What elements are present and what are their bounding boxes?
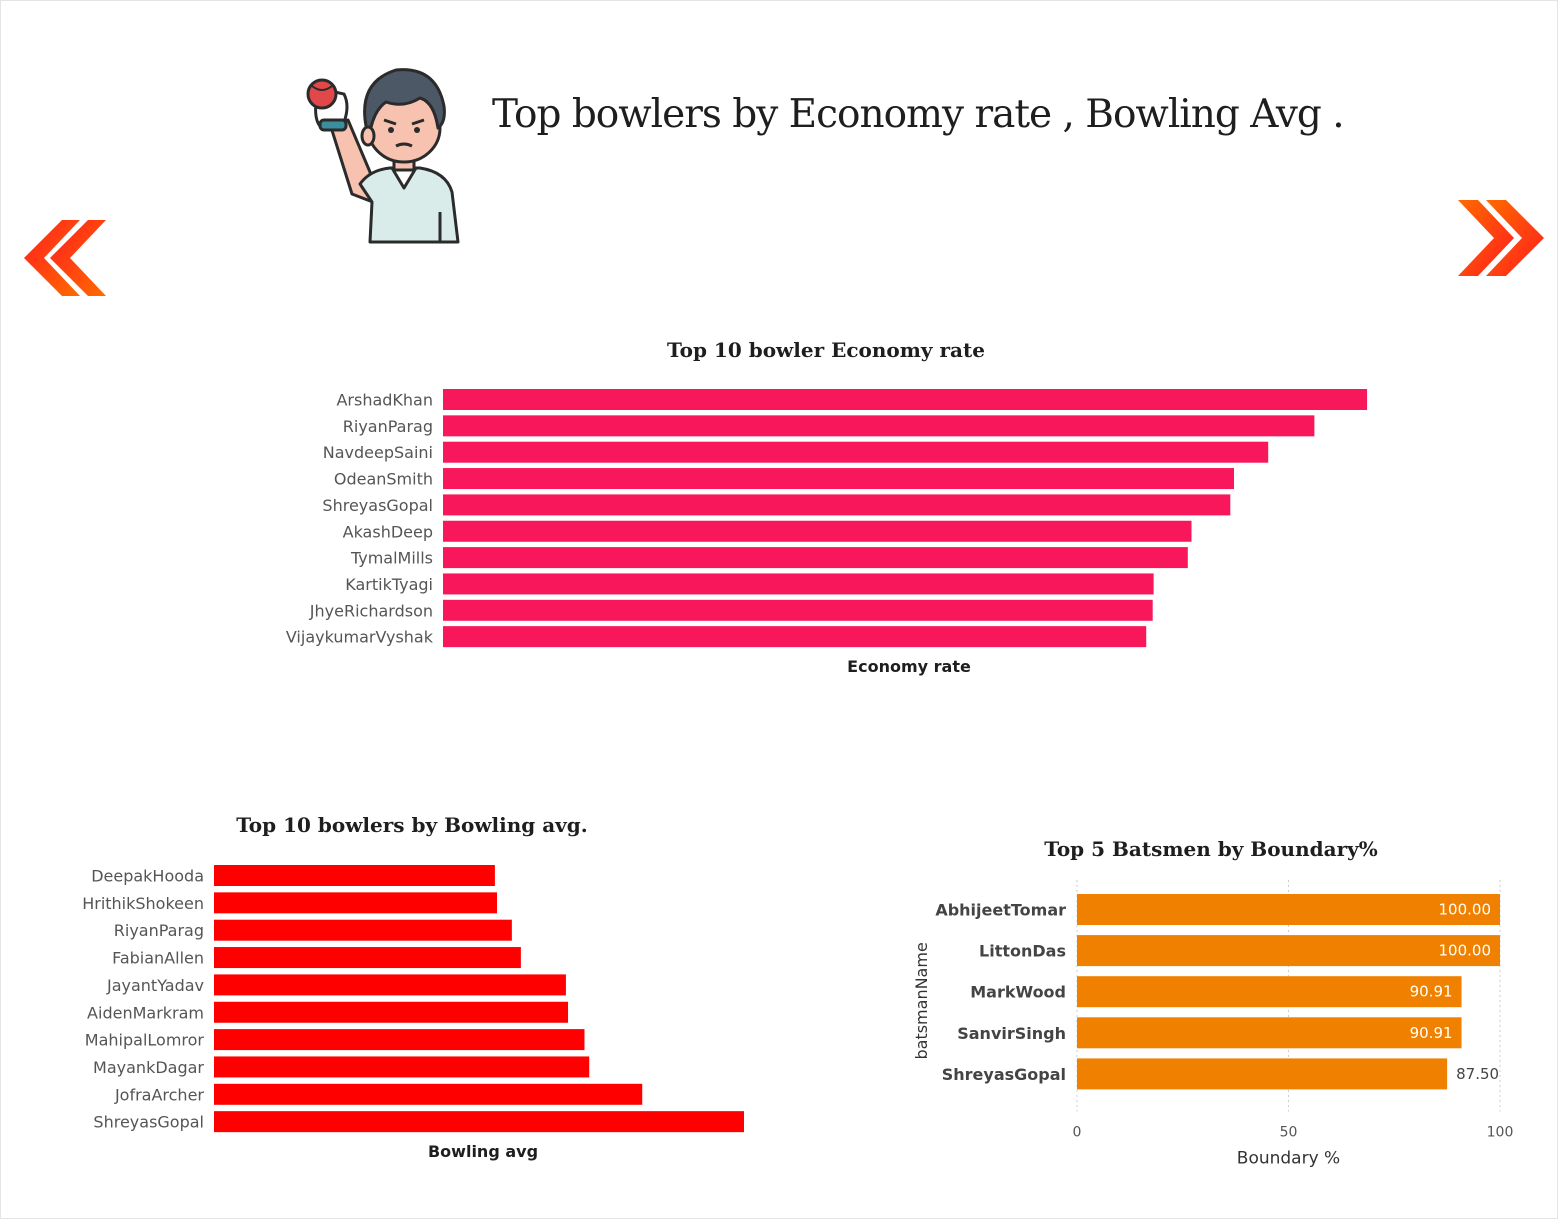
bar[interactable] bbox=[214, 947, 521, 969]
y-tick-label: MahipalLomror bbox=[85, 1031, 205, 1050]
y-tick-label: NavdeepSaini bbox=[323, 443, 433, 462]
bowling-x-axis-title: Bowling avg bbox=[427, 1142, 539, 1161]
economy-rate-chart: ArshadKhan RiyanParag NavdeepSaini OdeanSmi… bbox=[286, 389, 1368, 648]
chart-title-economy: Top 10 bowler Economy rate bbox=[667, 338, 985, 362]
bar[interactable] bbox=[214, 919, 512, 941]
bowling-avg-chart: DeepakHooda HrithikShokeen RiyanParag Fabia… bbox=[82, 865, 744, 1133]
bar[interactable] bbox=[1077, 894, 1500, 925]
y-tick-label: JhyeRichardson bbox=[309, 601, 433, 620]
bar[interactable] bbox=[214, 1056, 590, 1078]
y-tick-label: JayantYadav bbox=[106, 976, 204, 995]
bar[interactable] bbox=[443, 599, 1153, 621]
y-tick-label: DeepakHooda bbox=[91, 867, 204, 886]
data-label: 100.00 bbox=[1439, 942, 1492, 960]
bar[interactable] bbox=[443, 415, 1315, 437]
y-tick-label: MayankDagar bbox=[93, 1058, 204, 1077]
data-label: 100.00 bbox=[1439, 901, 1492, 919]
y-tick-label: ArshadKhan bbox=[336, 391, 433, 410]
bar[interactable] bbox=[1077, 976, 1462, 1008]
bar[interactable] bbox=[443, 494, 1231, 516]
y-tick-label: MarkWood bbox=[970, 983, 1066, 1002]
y-tick-label: HrithikShokeen bbox=[82, 894, 204, 913]
x-tick-label: 0 bbox=[1073, 1125, 1082, 1141]
chart-title-boundary: Top 5 Batsmen by Boundary% bbox=[1044, 837, 1378, 861]
x-tick-label: 50 bbox=[1280, 1125, 1298, 1141]
y-tick-label: AbhijeetTomar bbox=[935, 901, 1066, 920]
bar[interactable] bbox=[443, 468, 1235, 490]
bar[interactable] bbox=[443, 547, 1188, 569]
economy-x-axis-title: Economy rate bbox=[847, 657, 971, 676]
y-tick-label: KartikTyagi bbox=[345, 575, 433, 594]
bar[interactable] bbox=[1077, 1058, 1448, 1090]
bar[interactable] bbox=[443, 520, 1192, 542]
bar[interactable] bbox=[214, 1001, 569, 1023]
y-tick-label: ShreyasGopal bbox=[942, 1065, 1066, 1084]
data-label: 90.91 bbox=[1410, 983, 1453, 1001]
x-axis-title: Boundary % bbox=[1237, 1149, 1340, 1169]
y-tick-label: FabianAllen bbox=[112, 949, 204, 968]
y-tick-label: OdeanSmith bbox=[334, 470, 433, 489]
bar[interactable] bbox=[214, 1083, 643, 1105]
page-title: Top bowlers by Economy rate , Bowling Av… bbox=[492, 92, 1345, 137]
y-tick-label: RiyanParag bbox=[114, 921, 204, 940]
bar[interactable] bbox=[214, 865, 495, 886]
y-tick-label: SanvirSingh bbox=[957, 1024, 1066, 1043]
data-label: 90.91 bbox=[1410, 1024, 1453, 1042]
y-tick-label: JofraArcher bbox=[114, 1085, 204, 1104]
bar[interactable] bbox=[214, 974, 566, 996]
bar[interactable] bbox=[214, 1111, 744, 1133]
bar[interactable] bbox=[214, 1029, 585, 1051]
bar[interactable] bbox=[443, 573, 1154, 595]
bar[interactable] bbox=[214, 892, 498, 914]
data-label: 87.50 bbox=[1456, 1065, 1499, 1083]
y-tick-label: RiyanParag bbox=[343, 417, 433, 436]
y-tick-label: ShreyasGopal bbox=[93, 1113, 204, 1132]
y-tick-label: VijaykumarVyshak bbox=[286, 628, 434, 647]
y-axis-title: batsmanName bbox=[912, 942, 931, 1059]
y-tick-label: AkashDeep bbox=[343, 522, 433, 541]
x-tick-label: 100 bbox=[1487, 1125, 1514, 1141]
y-tick-label: AidenMarkram bbox=[87, 1003, 204, 1022]
bar[interactable] bbox=[443, 626, 1147, 648]
cricket-bowler-illustration bbox=[306, 68, 460, 244]
boundary-percent-chart: 0 50 100 AbhijeetTomar 100.00 LittonDas 100.00… bbox=[912, 880, 1514, 1169]
bar[interactable] bbox=[443, 441, 1269, 463]
bar[interactable] bbox=[1077, 1017, 1462, 1049]
bar[interactable] bbox=[443, 389, 1368, 410]
bar[interactable] bbox=[1077, 935, 1500, 967]
chart-title-bowling-avg: Top 10 bowlers by Bowling avg. bbox=[236, 813, 588, 837]
double-chevron-right-icon[interactable] bbox=[1456, 198, 1546, 278]
y-tick-label: TymalMills bbox=[350, 549, 433, 568]
y-tick-label: ShreyasGopal bbox=[322, 496, 433, 515]
double-chevron-left-icon[interactable] bbox=[22, 218, 108, 298]
y-tick-label: LittonDas bbox=[979, 942, 1066, 961]
